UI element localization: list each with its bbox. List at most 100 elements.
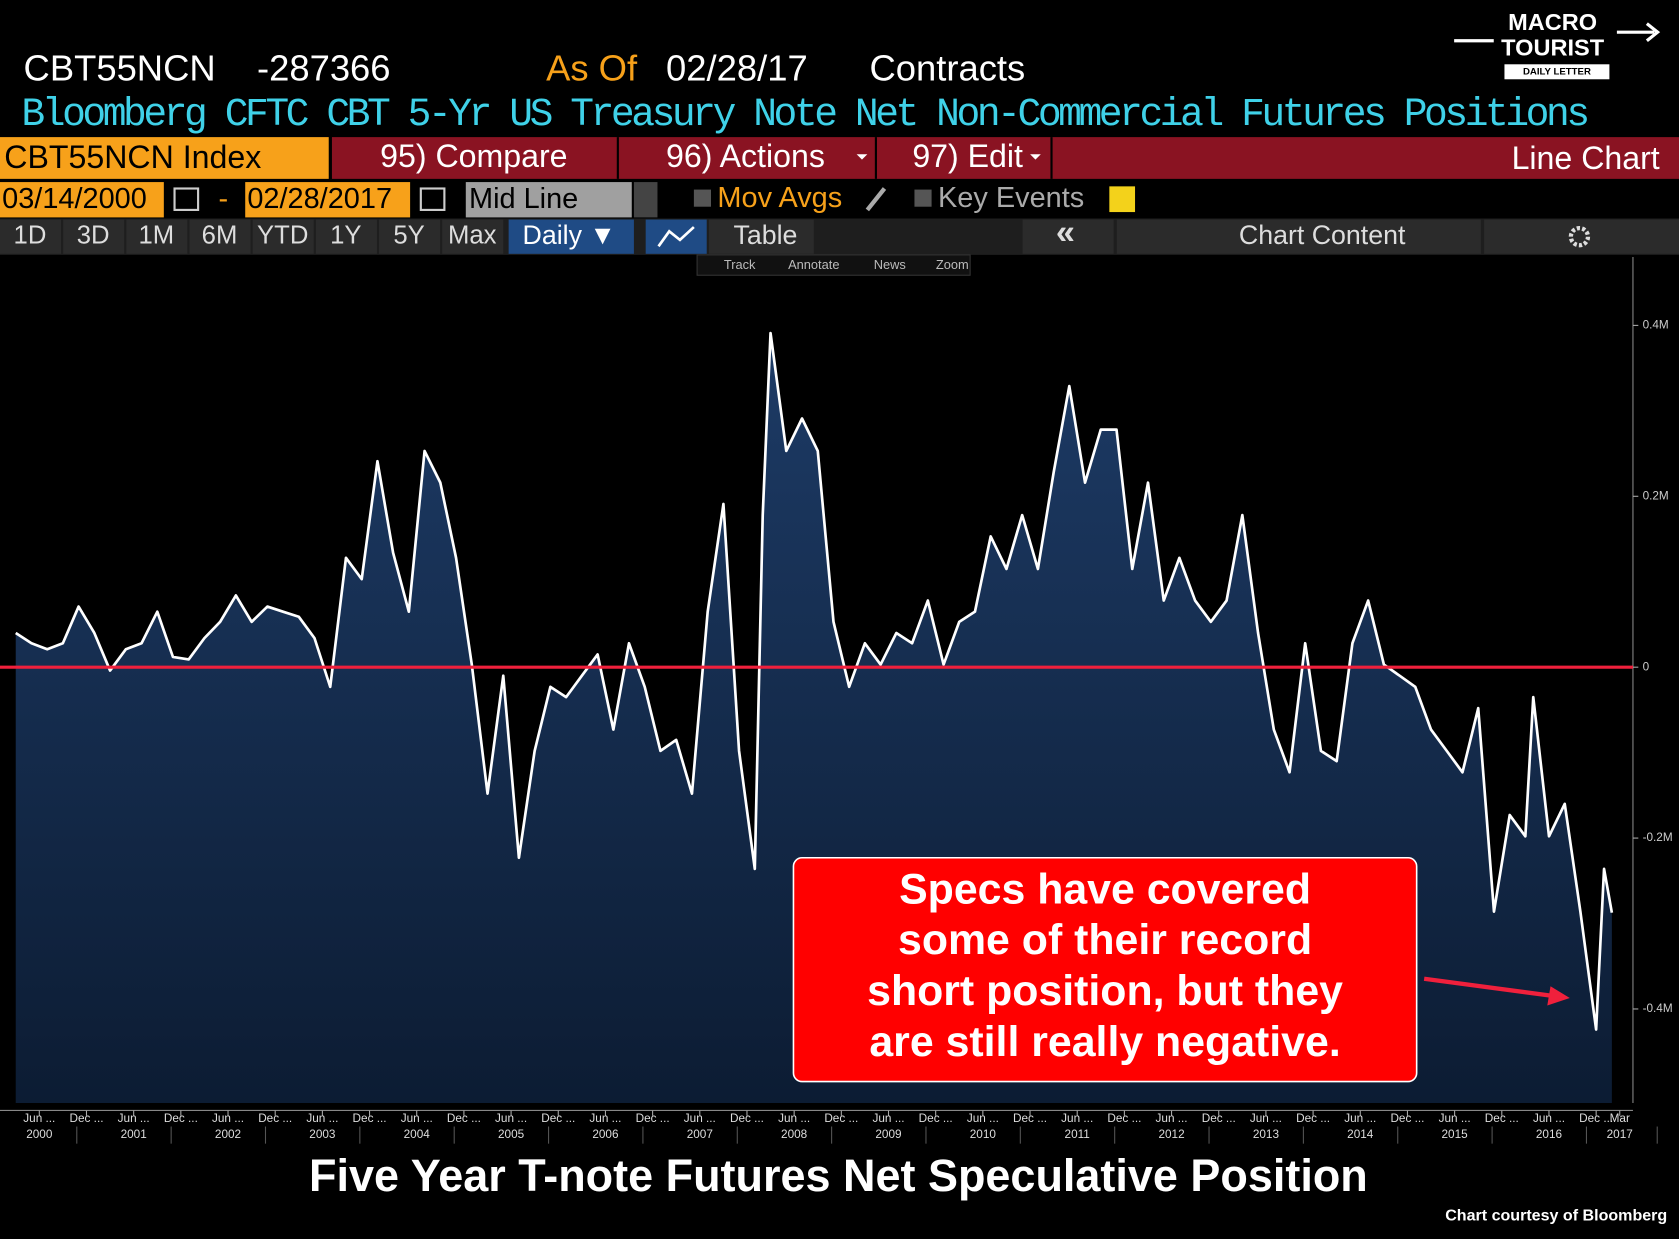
x-year-label: 2002	[215, 1128, 241, 1141]
range-tab[interactable]	[126, 219, 188, 254]
table-tab[interactable]	[708, 219, 814, 254]
x-tick-label: Jun ...	[967, 1112, 999, 1125]
mov-avgs[interactable]: Mov Avgs	[717, 182, 842, 214]
x-year-label: 2016	[1536, 1128, 1563, 1141]
logo-text: DAILY LETTER	[1523, 66, 1591, 77]
table[interactable]: Table	[733, 220, 797, 250]
x-year-label: 2000	[26, 1128, 53, 1141]
x-year-label: 2010	[970, 1128, 997, 1141]
x-tick-label: Dec ...	[258, 1112, 292, 1125]
date-dash: -	[218, 183, 228, 215]
settings-tab[interactable]	[1484, 219, 1679, 254]
x-tick-label: Dec ...	[541, 1112, 575, 1125]
range-label[interactable]: 3D	[77, 221, 110, 249]
x-year-label: 2008	[781, 1128, 808, 1141]
annotation-text: Specs have covered	[899, 865, 1311, 913]
x-tick-label: Mar	[1610, 1112, 1630, 1125]
y-tick-label: -0.2M	[1643, 831, 1673, 844]
checkbox[interactable]	[693, 189, 712, 207]
x-year-label: 2005	[498, 1128, 525, 1141]
chart-content-tab[interactable]	[1116, 219, 1481, 254]
x-tick-label: Jun ...	[1344, 1112, 1376, 1125]
chart-title: Five Year T-note Futures Net Speculative…	[309, 1150, 1368, 1201]
x-year-label: 2011	[1065, 1128, 1090, 1141]
x-tick-label: Jun ...	[1156, 1112, 1188, 1125]
as-of: As Of	[546, 47, 638, 88]
pencil-icon[interactable]	[865, 187, 887, 212]
range-tab[interactable]	[189, 219, 251, 254]
range-label[interactable]: 1Y	[330, 221, 361, 249]
actions-button[interactable]: 96) Actions	[666, 138, 825, 174]
line	[15, 331, 1614, 1031]
start-date[interactable]: 03/14/2000	[2, 183, 147, 215]
logo-text: MACRO	[1508, 9, 1597, 35]
x-year-label: 2007	[687, 1128, 713, 1141]
last-value: -287366	[257, 47, 391, 88]
collapse[interactable]: «	[1056, 214, 1075, 252]
gear-icon[interactable]	[1568, 225, 1591, 248]
units: Contracts	[869, 47, 1025, 88]
x-tick-label: Jun ...	[872, 1112, 904, 1125]
security[interactable]: CBT55NCN Index	[4, 139, 261, 175]
x-year-label: 2004	[404, 1128, 431, 1141]
x-year-label: 2001	[121, 1128, 147, 1141]
x-tick-label: Jun ...	[1439, 1112, 1471, 1125]
tool-label[interactable]: Track	[724, 257, 756, 272]
key-events[interactable]: Key Events	[938, 182, 1084, 214]
mode-select[interactable]	[465, 182, 632, 218]
logo-banner	[1504, 64, 1610, 80]
range-label[interactable]: 1M	[138, 221, 174, 249]
frequency-tab[interactable]	[508, 219, 634, 254]
x-tick-label: Dec ...	[730, 1112, 764, 1125]
date-input[interactable]	[245, 182, 411, 218]
checkbox[interactable]	[914, 189, 932, 207]
logo-arrow	[1645, 22, 1661, 42]
date-input[interactable]	[0, 182, 164, 218]
range-label[interactable]: 6M	[202, 221, 238, 249]
x-tick-label: Dec ...	[824, 1112, 858, 1125]
annotation-arrowhead	[1547, 986, 1570, 1006]
mode[interactable]: Mid Line	[469, 183, 578, 215]
x-year-label: 2015	[1442, 1128, 1469, 1141]
x-year-label: 2017	[1607, 1128, 1633, 1141]
range-label[interactable]: YTD	[257, 221, 308, 249]
collapse-tab[interactable]	[1022, 219, 1114, 254]
info-icon[interactable]	[1109, 186, 1136, 213]
x-tick-label: Dec ...	[1485, 1112, 1519, 1125]
x-tick-label: Jun ...	[684, 1112, 716, 1125]
frequency[interactable]: Daily ▼	[523, 220, 616, 250]
calendar-icon[interactable]	[419, 187, 446, 211]
range-label[interactable]: 1D	[14, 221, 47, 249]
range-tab[interactable]	[252, 219, 314, 254]
credit: Chart courtesy of Bloomberg	[1445, 1207, 1667, 1225]
range-tab[interactable]	[379, 219, 441, 254]
tools-bar	[696, 254, 971, 276]
range-tab[interactable]	[442, 219, 504, 254]
compare-button[interactable]: 95) Compare	[380, 138, 567, 174]
dropdown-box[interactable]	[633, 182, 658, 218]
y-tick-label: 0.2M	[1643, 489, 1669, 502]
calendar-icon[interactable]	[173, 187, 200, 211]
range-tab[interactable]	[315, 219, 377, 254]
x-tick-label: Jun ...	[401, 1112, 433, 1125]
tool-label[interactable]: News	[874, 257, 906, 272]
x-tick-label: Dec ...	[1296, 1112, 1330, 1125]
range-tab[interactable]	[0, 219, 62, 254]
x-tick-label: Dec ...	[164, 1112, 198, 1125]
security-box[interactable]	[0, 137, 329, 179]
ticker: CBT55NCN	[24, 47, 216, 88]
y-tick-label: 0.4M	[1643, 319, 1669, 332]
tool-label[interactable]: Zoom	[936, 257, 969, 272]
range-label[interactable]: Max	[448, 221, 497, 249]
tool-label[interactable]: Annotate	[788, 257, 839, 272]
x-tick-label: Dec ...	[69, 1112, 103, 1125]
x-tick-label: Dec ...	[919, 1112, 953, 1125]
range-tab[interactable]	[63, 219, 125, 254]
end-date[interactable]: 02/28/2017	[247, 183, 392, 215]
edit-button[interactable]: 97) Edit	[912, 138, 1023, 174]
chart-content[interactable]: Chart Content	[1239, 220, 1406, 250]
tabs: 1D 3D 1M 6M YTD 1Y 5Y Max	[0, 219, 504, 254]
y-tick-label: 0	[1643, 660, 1650, 673]
range-label[interactable]: 5Y	[393, 221, 424, 249]
